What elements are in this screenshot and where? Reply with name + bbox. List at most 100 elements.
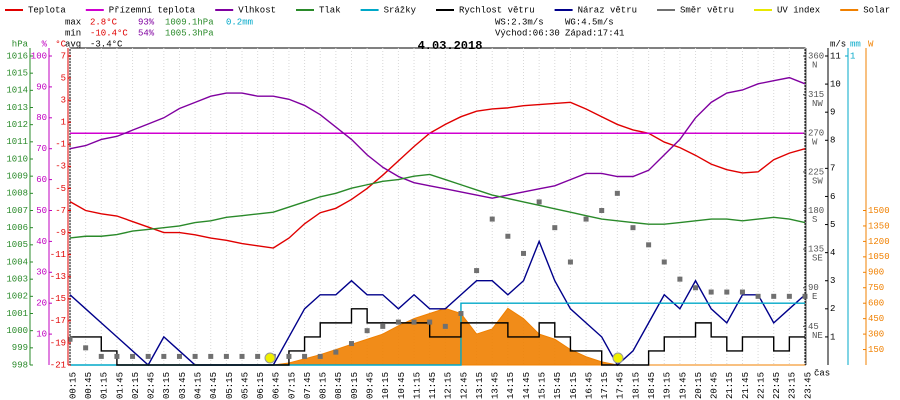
compass-label: SE — [812, 254, 823, 264]
y-tick-label: -9 — [55, 228, 66, 238]
compass-label: S — [812, 215, 817, 225]
y-tick-label: 450 — [868, 314, 884, 324]
y-tick-label: 1 — [830, 332, 835, 342]
direction-dot — [474, 268, 480, 274]
direction-dot — [223, 353, 229, 359]
x-tick-label: 10:45 — [397, 372, 407, 399]
direction-dot — [458, 311, 464, 316]
y-tick-label: 315 — [808, 90, 824, 100]
y-tick-label: 5 — [830, 220, 835, 230]
axis-unit: °C — [55, 39, 66, 49]
x-tick-label: 22:45 — [772, 372, 782, 399]
direction-dot — [536, 199, 542, 205]
y-tick-label: 1003 — [6, 275, 28, 285]
x-tick-label: 00:45 — [84, 372, 94, 399]
y-tick-label: 1007 — [6, 206, 28, 216]
direction-dot — [693, 285, 699, 291]
x-tick-label: 03:15 — [162, 372, 172, 399]
x-tick-label: 15:15 — [538, 372, 548, 399]
direction-dot — [786, 293, 792, 299]
y-tick-label: 45 — [808, 322, 819, 332]
direction-dot — [317, 353, 323, 359]
compass-label: NE — [812, 331, 823, 341]
x-tick-label: 16:45 — [584, 372, 594, 399]
series-line — [69, 76, 806, 199]
x-tick-label: 02:45 — [147, 372, 157, 399]
stat-ws: WS:2.3m/s — [495, 17, 544, 27]
y-tick-label: 360 — [808, 51, 824, 61]
direction-dot — [348, 341, 354, 347]
x-tick-label: 04:45 — [209, 372, 219, 399]
y-tick-label: 1004 — [6, 257, 28, 267]
y-tick-label: 1500 — [868, 206, 890, 216]
y-tick-label: 1002 — [6, 292, 28, 302]
y-tick-label: 1200 — [868, 237, 890, 247]
x-tick-label: 21:15 — [725, 372, 735, 399]
legend-label: Teplota — [28, 5, 66, 15]
y-tick-label: 4 — [830, 248, 835, 258]
x-tick-label: 19:15 — [663, 372, 673, 399]
direction-dot — [505, 233, 511, 239]
x-tick-label: 18:45 — [647, 372, 657, 399]
direction-dot — [489, 216, 495, 222]
direction-dot — [802, 293, 808, 299]
direction-dot — [364, 328, 370, 334]
y-tick-label: 90 — [808, 283, 819, 293]
y-tick-label: -15 — [50, 294, 66, 304]
y-tick-label: 1010 — [6, 154, 28, 164]
stat-max-label: max — [65, 17, 81, 27]
y-tick-label: 1016 — [6, 51, 28, 61]
x-tick-label: 02:15 — [131, 372, 141, 399]
y-tick-label: 10 — [36, 329, 47, 339]
direction-dot — [67, 336, 73, 342]
x-tick-label: 08:15 — [319, 372, 329, 399]
y-tick-label: 5 — [61, 73, 66, 83]
direction-dot — [192, 353, 198, 359]
y-tick-label: 1009 — [6, 172, 28, 182]
x-tick-label: 01:45 — [115, 372, 125, 399]
axis-unit: mm — [850, 39, 861, 49]
axis-unit: m/s — [830, 39, 846, 49]
legend-label: Rychlost větru — [459, 5, 535, 15]
direction-dot — [114, 353, 120, 359]
y-tick-label: 150 — [868, 345, 884, 355]
x-tick-label: 22:15 — [756, 372, 766, 399]
stat-min-press: 1005.3hPa — [165, 28, 214, 38]
x-tick-label: 21:45 — [741, 372, 751, 399]
x-tick-label: 05:15 — [225, 372, 235, 399]
x-tick-label: 23:45 — [803, 372, 813, 399]
y-tick-label: 3 — [830, 276, 835, 286]
y-tick-label: 10 — [830, 79, 841, 89]
compass-label: SW — [812, 176, 823, 186]
stat-min-hum: 54% — [138, 28, 155, 38]
legend-label: Vlhkost — [238, 5, 276, 15]
direction-dot — [755, 293, 761, 299]
y-tick-label: -11 — [50, 250, 66, 260]
x-tick-label: 00:15 — [68, 372, 78, 399]
y-tick-label: 7 — [61, 51, 66, 61]
legend-label: Náraz větru — [578, 5, 637, 15]
series-line — [69, 239, 806, 367]
x-tick-label: 14:45 — [522, 372, 532, 399]
y-tick-label: 1012 — [6, 120, 28, 130]
stat-min-temp: -10.4°C — [90, 28, 128, 38]
x-tick-label: 09:15 — [350, 372, 360, 399]
direction-dot — [661, 259, 667, 265]
x-tick-label: 12:15 — [444, 372, 454, 399]
compass-label: W — [812, 138, 818, 148]
y-tick-label: -3 — [55, 162, 66, 172]
y-tick-label: 1008 — [6, 189, 28, 199]
x-tick-label: 18:15 — [631, 372, 641, 399]
x-tick-label: 05:45 — [240, 372, 250, 399]
legend-label: UV index — [777, 5, 820, 15]
y-tick-label: 300 — [868, 329, 884, 339]
stat-max-temp: 2.8°C — [90, 17, 118, 27]
sunset-marker — [612, 352, 624, 364]
direction-dot — [380, 323, 386, 329]
y-tick-label: 20 — [36, 299, 47, 309]
direction-dot — [599, 208, 605, 213]
y-tick-label: 270 — [808, 129, 824, 139]
y-tick-label: -17 — [50, 316, 66, 326]
y-tick-label: -21 — [50, 360, 66, 370]
y-tick-label: 9 — [830, 108, 835, 118]
